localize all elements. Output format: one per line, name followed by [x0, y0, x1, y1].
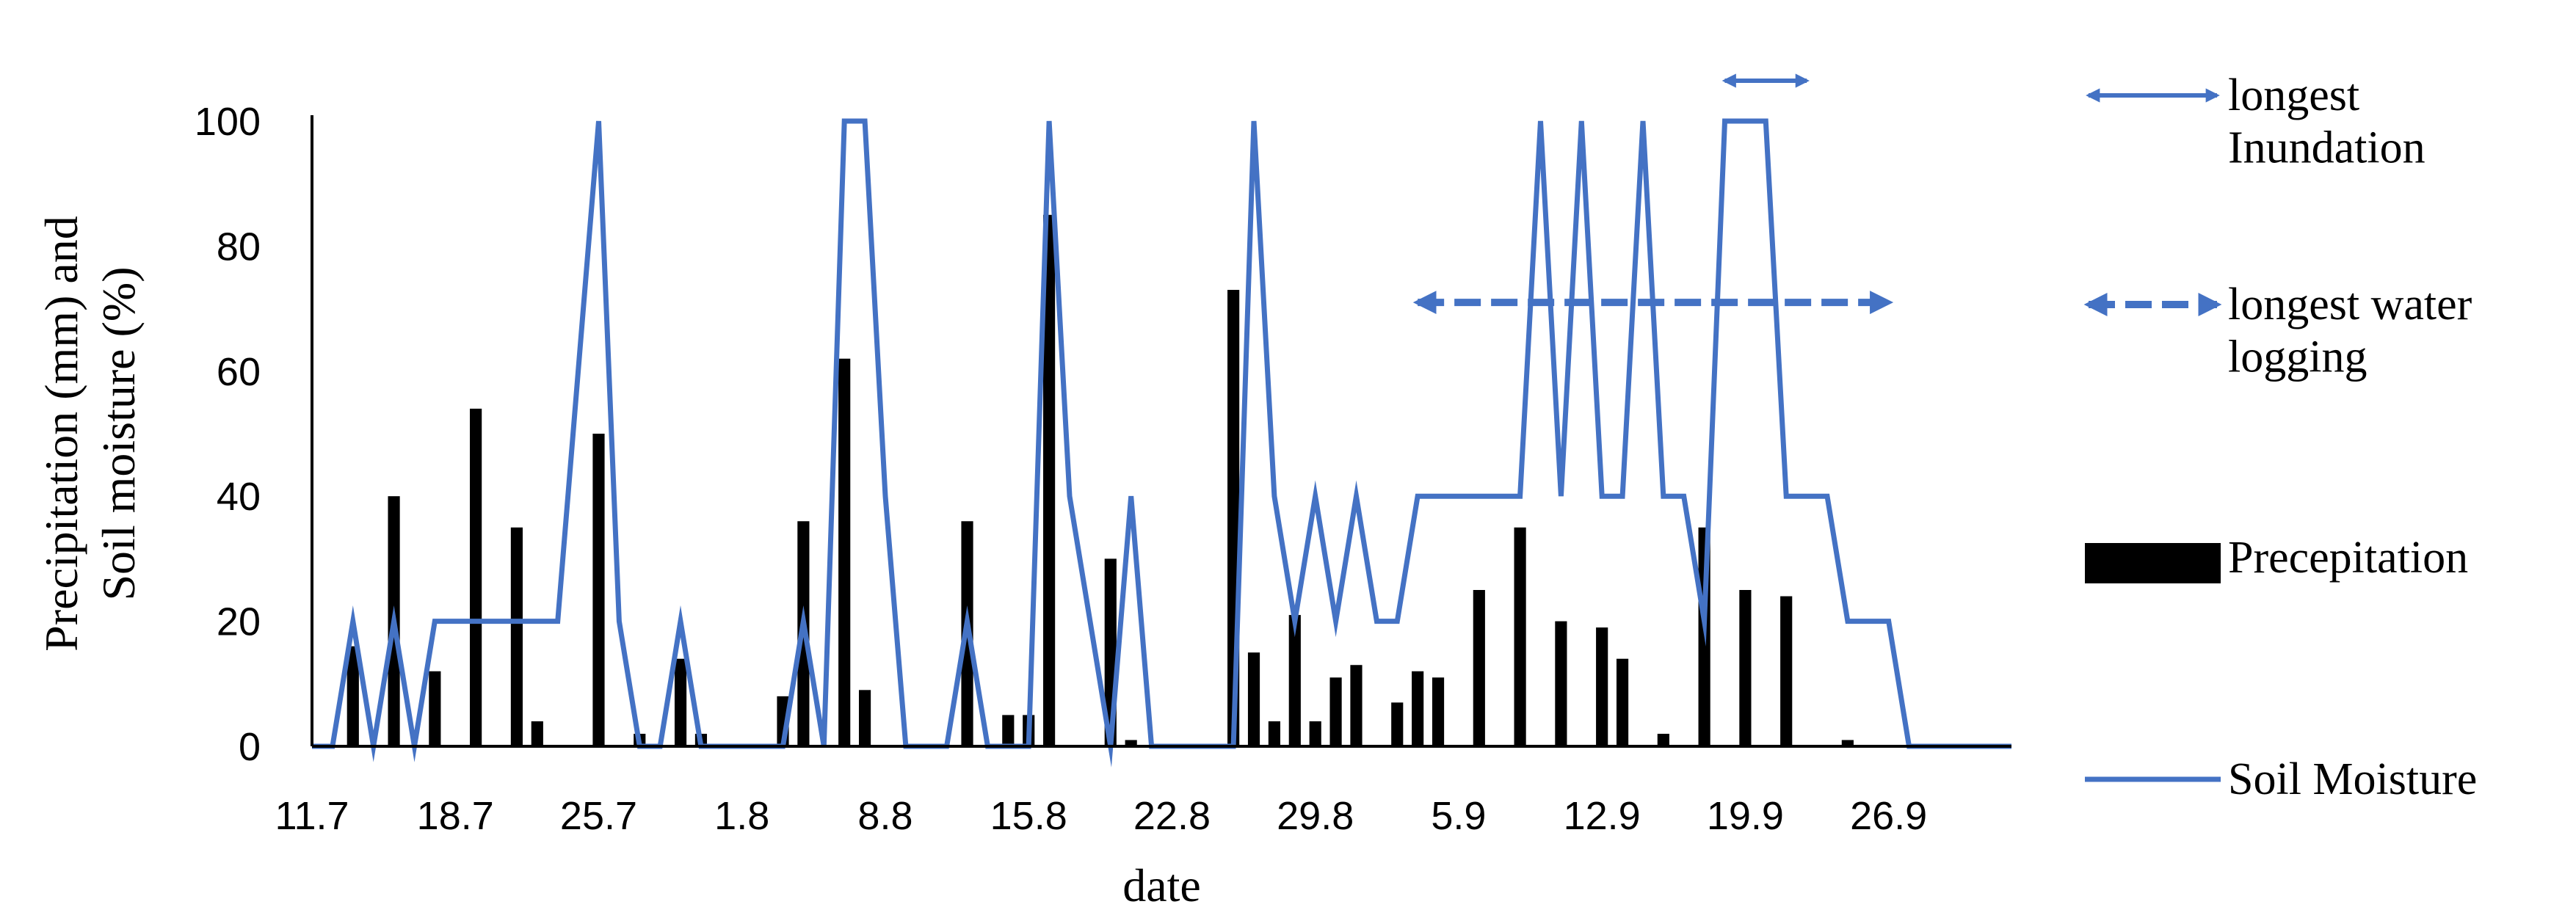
y-tick-label: 0: [239, 725, 261, 769]
x-tick-label: 5.9: [1431, 794, 1486, 838]
precipitation-bar: [1391, 702, 1404, 746]
x-tick-label: 12.9: [1564, 794, 1641, 838]
precipitation-bar: [1739, 590, 1752, 746]
legend-item-precipitation: Precepitation: [2085, 533, 2468, 583]
y-tick-label: 80: [217, 225, 261, 269]
x-tick-label: 29.8: [1277, 794, 1354, 838]
precipitation-bar: [1596, 627, 1608, 746]
precipitation-bar: [1780, 596, 1793, 746]
precipitation-bar: [1841, 740, 1854, 746]
precipitation-bar: [1268, 721, 1280, 746]
precipitation-bar: [1350, 665, 1363, 746]
y-axis-title-line: Soil moisture (%): [92, 266, 145, 600]
legend: longest Inundation longest water logging P…: [2083, 70, 2477, 804]
soil-moisture-line: [312, 118, 2011, 768]
x-tick-label: 25.7: [560, 794, 637, 838]
x-tick-label: 1.8: [714, 794, 769, 838]
legend-label-line: longest: [2228, 70, 2359, 120]
precipitation-bar: [1514, 527, 1526, 746]
precipitation-bar: [429, 671, 441, 746]
legend-precipitation-label: Precepitation: [2228, 533, 2468, 583]
y-tick-label: 100: [195, 100, 261, 144]
y-tick-label: 60: [217, 350, 261, 394]
axes: [311, 115, 2011, 748]
y-tick-label: 40: [217, 475, 261, 519]
x-axis-title: date: [1122, 859, 1201, 911]
precipitation-bar: [838, 358, 851, 746]
precipitation-bar: [1288, 615, 1301, 746]
precipitation-bar: [674, 658, 687, 746]
precipitation-bar: [592, 434, 605, 746]
period-arrows: [1412, 73, 1894, 315]
precipitation-bar: [1002, 715, 1015, 746]
legend-precipitation-swatch: [2085, 543, 2221, 583]
legend-inundation-label: longest Inundation: [2228, 70, 2426, 172]
precipitation-bar: [510, 527, 523, 746]
legend-item-inundation: longest Inundation: [2086, 70, 2426, 172]
precipitation-bar: [1043, 214, 1056, 746]
legend-item-waterlogging: longest water logging: [2083, 280, 2472, 382]
precipitation-bar: [1412, 671, 1424, 746]
precipitation-bar: [858, 690, 871, 746]
legend-waterlogging-label: longest water logging: [2228, 280, 2472, 382]
precipitation-bar: [1616, 658, 1629, 746]
precipitation-bar: [1555, 621, 1567, 746]
precipitation-bar: [1309, 721, 1321, 746]
legend-label-line: logging: [2228, 332, 2367, 382]
x-tick-label: 15.8: [990, 794, 1067, 838]
x-tick-label: 11.7: [275, 794, 349, 838]
precipitation-bars: [347, 214, 1854, 746]
legend-soil-moisture-label: Soil Moisture: [2228, 754, 2477, 804]
x-tick-labels: 11.7 18.7 25.7 1.8 8.8 15.8 22.8 29.8 5.9 12.9 19.…: [275, 794, 1927, 838]
precipitation-bar: [470, 408, 482, 746]
precipitation-bar: [1432, 677, 1445, 746]
y-tick-label: 20: [217, 600, 261, 644]
precipitation-bar: [531, 721, 543, 746]
precipitation-bar: [1125, 740, 1137, 746]
y-tick-labels: 0 20 40 60 80 100: [195, 100, 261, 769]
x-tick-label: 26.9: [1850, 794, 1927, 838]
legend-item-soil-moisture: Soil Moisture: [2085, 754, 2477, 804]
y-axis-title: Precipitation (mm) and Soil moisture (%): [35, 216, 145, 652]
legend-label-line: longest water: [2228, 280, 2472, 329]
soil-moisture-series: [312, 118, 2011, 768]
precipitation-bar: [347, 646, 359, 746]
x-tick-label: 19.9: [1707, 794, 1784, 838]
precipitation-bar: [1329, 677, 1342, 746]
x-tick-label: 18.7: [417, 794, 494, 838]
x-tick-label: 8.8: [857, 794, 913, 838]
x-tick-label: 22.8: [1133, 794, 1211, 838]
y-axis-title-line: Precipitation (mm) and: [35, 216, 87, 652]
legend-label-line: Inundation: [2228, 123, 2426, 172]
precipitation-bar: [1657, 733, 1669, 746]
precipitation-bar: [1247, 652, 1260, 746]
precipitation-bar: [1473, 590, 1485, 746]
